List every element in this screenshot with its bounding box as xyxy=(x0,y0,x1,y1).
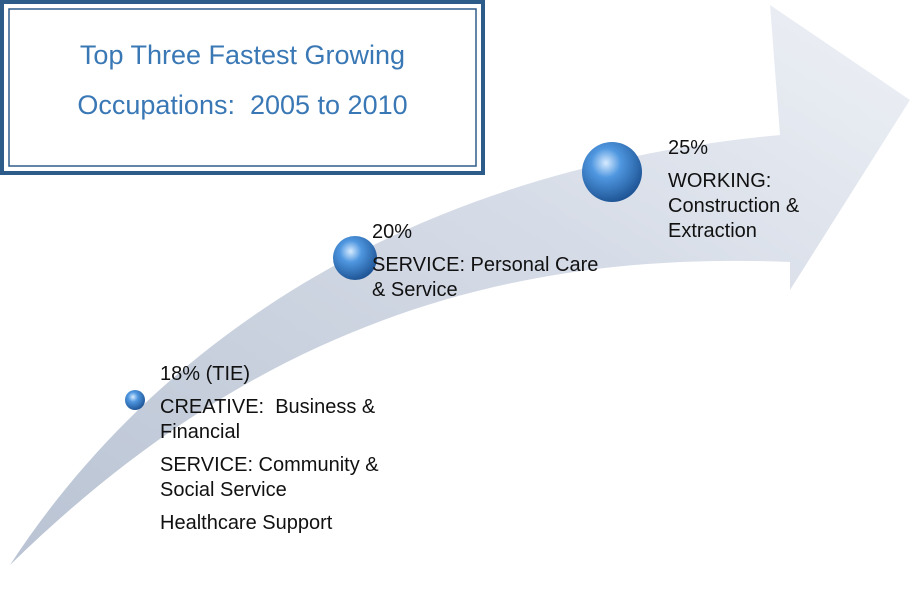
node: 25% WORKING: Construction & Extraction xyxy=(668,136,853,252)
sphere xyxy=(333,236,377,280)
node: 18% (TIE) CREATIVE: Business & Financial S… xyxy=(160,362,435,544)
title-box xyxy=(0,0,485,175)
node-item: Healthcare Support xyxy=(160,512,333,534)
sphere xyxy=(125,390,145,410)
title-line: Top Three Fastest Growing xyxy=(79,40,406,70)
node-value: 25% xyxy=(668,137,709,159)
node-value: 18% (TIE) xyxy=(160,363,251,385)
growth-arrow xyxy=(10,5,910,565)
node-item: CREATIVE: Business & Financial xyxy=(160,396,381,443)
sphere xyxy=(582,142,642,202)
title-box-inner xyxy=(8,8,477,167)
node-item: SERVICE: Personal Care & Service xyxy=(372,254,604,301)
node-item: WORKING: Construction & Extraction xyxy=(668,170,805,242)
node: 20% SERVICE: Personal Care & Service xyxy=(372,220,602,311)
title-line: Occupations: 2005 to 2010 xyxy=(77,90,408,120)
node-value: 20% xyxy=(372,221,413,243)
node-item: SERVICE: Community & Social Service xyxy=(160,454,385,501)
